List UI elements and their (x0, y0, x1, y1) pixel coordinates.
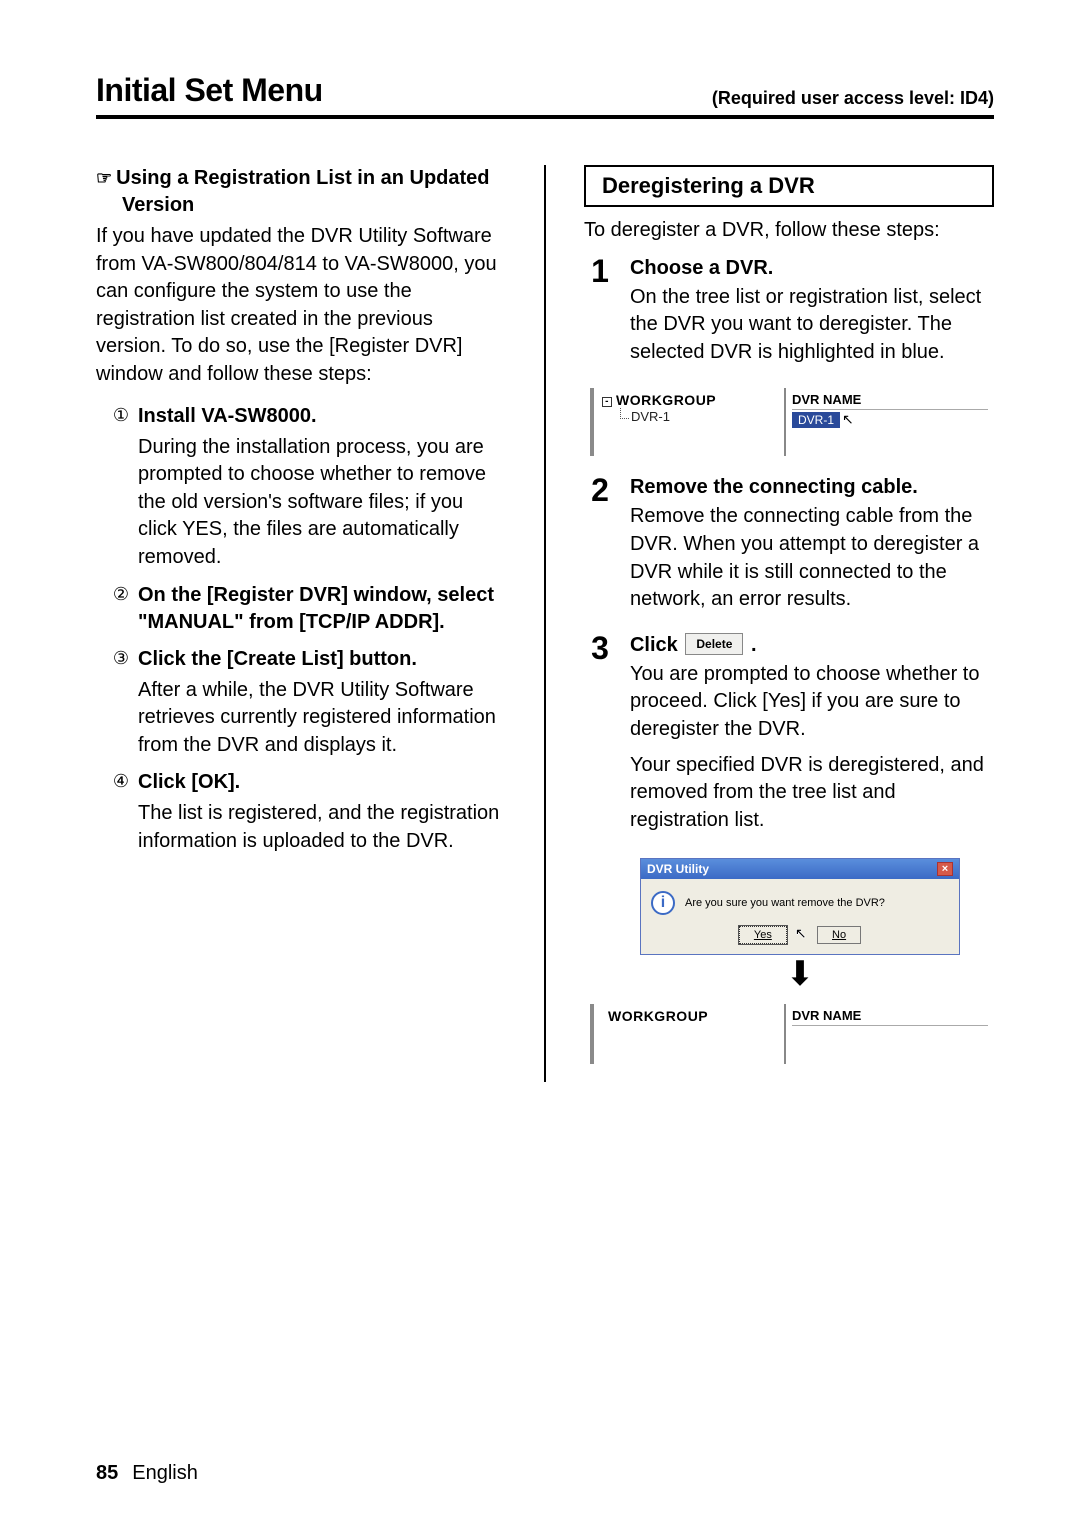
tree-root-after-label: WORKGROUP (608, 1008, 708, 1024)
right-column: Deregistering a DVR To deregister a DVR,… (584, 165, 994, 1082)
step3-head-post: . (751, 634, 757, 656)
cursor-icon: ↖ (842, 411, 854, 428)
step-marker-1: ① (110, 403, 132, 430)
page-header: Initial Set Menu (Required user access l… (96, 72, 994, 119)
step3-body1: You are prompted to choose whether to pr… (630, 661, 994, 744)
big-step-1: 1 (584, 255, 616, 375)
tree-root[interactable]: -WORKGROUP (602, 392, 778, 408)
tree-figure-before: -WORKGROUP DVR-1 DVR NAME DVR-1↖ (590, 388, 994, 456)
confirm-dialog: DVR Utility × i Are you sure you want re… (640, 858, 960, 955)
step2-head: Remove the connecting cable. (630, 474, 994, 501)
step3-head-pre: Click (630, 634, 678, 656)
dialog-title: DVR Utility (647, 862, 709, 876)
selected-dvr[interactable]: DVR-1 (792, 412, 840, 428)
tree-child[interactable]: DVR-1 (620, 408, 778, 424)
left-intro: If you have updated the DVR Utility Soft… (96, 223, 506, 389)
section-box: Deregistering a DVR (584, 165, 994, 207)
tip-heading-text: Using a Registration List in an Updated … (116, 167, 489, 216)
step-head-1: Install VA-SW8000. (138, 403, 317, 430)
tree-root-after[interactable]: WORKGROUP (608, 1008, 778, 1024)
close-icon[interactable]: × (937, 862, 953, 876)
step-head-2: On the [Register DVR] window, select "MA… (138, 582, 506, 636)
yes-button[interactable]: Yes (739, 926, 787, 944)
list-col-header-after: DVR NAME (792, 1008, 988, 1026)
step-marker-4: ④ (110, 769, 132, 796)
left-column: ☞Using a Registration List in an Updated… (96, 165, 506, 1082)
section-title: Deregistering a DVR (602, 173, 980, 199)
page-footer: 85 English (96, 1462, 198, 1485)
step-body-1: During the installation process, you are… (138, 434, 506, 572)
hand-point-icon: ☞ (96, 168, 112, 188)
list-col-header: DVR NAME (792, 392, 988, 410)
access-level: (Required user access level: ID4) (712, 88, 994, 109)
big-step-3: 3 (584, 632, 616, 843)
no-button[interactable]: No (817, 926, 861, 944)
step1-head: Choose a DVR. (630, 255, 994, 282)
step3-head: Click Delete . (630, 632, 994, 659)
dialog-titlebar: DVR Utility × (641, 859, 959, 879)
info-icon: i (651, 891, 675, 915)
tree-root-label: WORKGROUP (616, 392, 716, 408)
column-divider (544, 165, 546, 1082)
step-marker-2: ② (110, 582, 132, 636)
big-step-2: 2 (584, 474, 616, 621)
step1-body: On the tree list or registration list, s… (630, 284, 994, 367)
step2-body: Remove the connecting cable from the DVR… (630, 503, 994, 613)
step-head-3: Click the [Create List] button. (138, 646, 417, 673)
tip-heading: ☞Using a Registration List in an Updated… (122, 165, 506, 219)
cursor-icon: ↖ (795, 925, 807, 942)
step3-body2: Your specified DVR is deregistered, and … (630, 752, 994, 835)
tree-figure-after: WORKGROUP DVR NAME (590, 1004, 994, 1064)
dialog-message: Are you sure you want remove the DVR? (685, 897, 885, 909)
right-intro: To deregister a DVR, follow these steps: (584, 217, 994, 245)
collapse-icon[interactable]: - (602, 397, 612, 407)
step-marker-3: ③ (110, 646, 132, 673)
delete-button[interactable]: Delete (685, 633, 743, 655)
step-head-4: Click [OK]. (138, 769, 240, 796)
step-body-4: The list is registered, and the registra… (138, 800, 506, 855)
page-number: 85 (96, 1462, 118, 1484)
step-body-3: After a while, the DVR Utility Software … (138, 677, 506, 760)
page-title: Initial Set Menu (96, 72, 323, 109)
page-lang: English (132, 1462, 198, 1484)
arrow-down-icon: ⬇ (640, 959, 960, 990)
